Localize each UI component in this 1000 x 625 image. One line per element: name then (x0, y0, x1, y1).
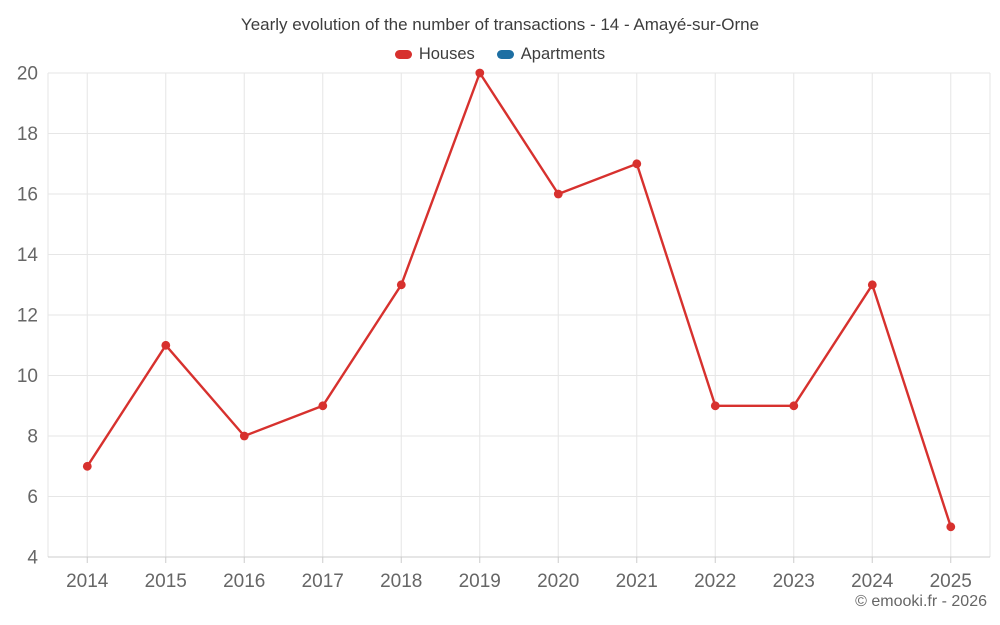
x-axis-label: 2023 (773, 571, 815, 592)
x-axis-label: 2021 (616, 571, 658, 592)
series-line-houses (86, 71, 952, 528)
data-point-houses[interactable] (239, 431, 249, 441)
x-axis-label: 2016 (223, 571, 265, 592)
y-axis-label: 20 (17, 64, 38, 85)
x-axis-label: 2019 (459, 571, 501, 592)
y-axis-label: 18 (17, 124, 38, 145)
x-axis-label: 2024 (851, 571, 894, 592)
data-point-houses[interactable] (161, 340, 171, 350)
legend-label-houses: Houses (418, 45, 475, 63)
data-point-houses[interactable] (553, 189, 563, 199)
x-axis-label: 2022 (694, 571, 736, 592)
apartments-legend-marker-icon (496, 50, 514, 59)
data-point-houses[interactable] (475, 68, 485, 78)
x-axis-label: 2017 (302, 571, 344, 592)
data-point-houses[interactable] (82, 461, 92, 471)
legend: Houses Apartments (0, 45, 1000, 64)
credit: © emooki.fr - 2026 (855, 593, 987, 610)
x-axis-label: 2015 (145, 571, 187, 592)
y-axis-label: 6 (27, 487, 38, 508)
data-point-houses[interactable] (710, 401, 720, 411)
houses-legend-marker-icon (394, 50, 412, 59)
data-point-houses[interactable] (789, 401, 799, 411)
y-axis-label: 12 (17, 306, 38, 327)
legend-label-apartments: Apartments (520, 45, 606, 63)
legend-item-apartments[interactable]: Apartments (496, 45, 606, 64)
y-axis-label: 16 (17, 185, 38, 206)
y-axis-label: 8 (27, 427, 38, 448)
y-axis-label: 4 (27, 548, 38, 569)
y-axis-label: 10 (17, 366, 38, 387)
y-axis-label: 14 (17, 245, 39, 266)
chart-title: Yearly evolution of the number of transa… (240, 15, 760, 34)
x-axis-label: 2025 (930, 571, 972, 592)
legend-item-houses[interactable]: Houses (394, 45, 475, 64)
data-point-houses[interactable] (396, 280, 406, 290)
x-axis-label: 2018 (380, 571, 422, 592)
data-point-houses[interactable] (867, 280, 877, 290)
data-point-houses[interactable] (946, 522, 956, 532)
data-point-houses[interactable] (318, 401, 328, 411)
data-point-houses[interactable] (632, 159, 642, 169)
x-axis-label: 2020 (537, 571, 579, 592)
x-axis-label: 2014 (66, 571, 109, 592)
